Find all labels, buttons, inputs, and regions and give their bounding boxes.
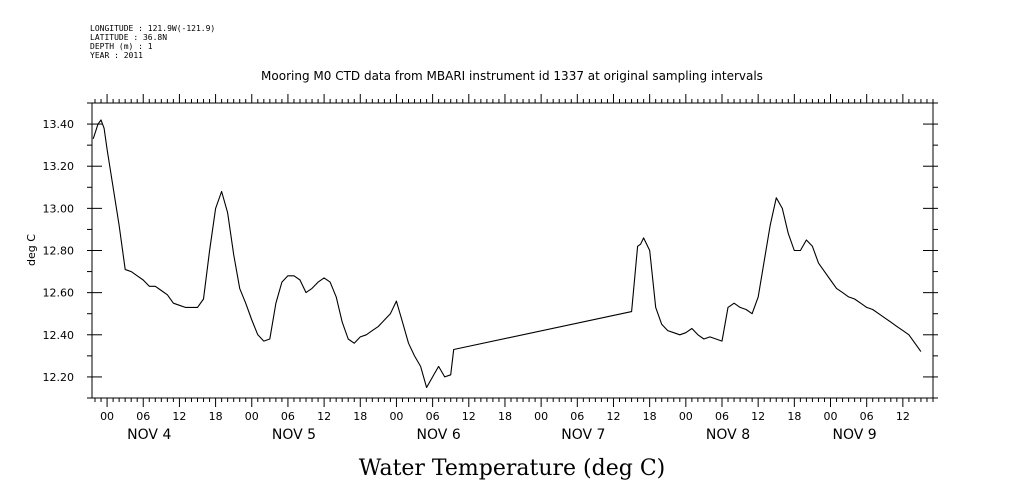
x-tick-label: 00 — [100, 410, 114, 423]
plot-frame — [91, 102, 934, 399]
x-tick-label: 00 — [534, 410, 548, 423]
x-tick-label: 00 — [245, 410, 259, 423]
x-tick-label: 18 — [643, 410, 657, 423]
x-tick-label: 12 — [462, 410, 476, 423]
x-tick-label: 00 — [389, 410, 403, 423]
y-tick-label: 12.20 — [43, 371, 75, 384]
y-tick-label: 12.80 — [43, 245, 75, 258]
x-tick-label: 12 — [606, 410, 620, 423]
metadata-depth: DEPTH (m) : 1 — [90, 42, 153, 51]
y-axis: 12.20 12.40 12.60 12.80 13.00 13.20 13.40 — [43, 102, 938, 399]
x-tick-label: 18 — [209, 410, 223, 423]
y-tick-label: 12.40 — [43, 329, 75, 342]
x-axis-label: Water Temperature (deg C) — [359, 456, 666, 481]
x-axis: 00 06 12 18 00 06 12 18 00 06 12 18 00 06 12 18 00 06 12 18… — [94, 94, 934, 443]
x-tick-label: 00 — [824, 410, 838, 423]
x-tick-label: 12 — [896, 410, 910, 423]
y-tick-label: 13.20 — [43, 160, 75, 173]
x-tick-label: 18 — [498, 410, 512, 423]
y-axis-label: deg C — [25, 234, 38, 266]
series-line — [92, 119, 922, 389]
x-tick-label: 00 — [679, 410, 693, 423]
y-tick-label: 12.60 — [43, 287, 75, 300]
chart-title: Mooring M0 CTD data from MBARI instrumen… — [261, 69, 763, 83]
x-day-label: NOV 9 — [833, 427, 877, 443]
series-layer — [92, 119, 922, 389]
x-tick-label: 18 — [353, 410, 367, 423]
x-tick-label: 06 — [426, 410, 440, 423]
y-tick-label: 13.40 — [43, 118, 75, 131]
x-day-label: NOV 8 — [706, 427, 750, 443]
x-tick-label: 06 — [715, 410, 729, 423]
metadata-year: YEAR : 2011 — [90, 51, 143, 60]
x-tick-label: 06 — [860, 410, 874, 423]
x-tick-label: 06 — [570, 410, 584, 423]
x-day-label: NOV 5 — [272, 427, 316, 443]
x-tick-label: 12 — [751, 410, 765, 423]
y-tick-label: 13.00 — [43, 202, 75, 215]
x-tick-label: 06 — [281, 410, 295, 423]
x-tick-label: 18 — [787, 410, 801, 423]
metadata-longitude: LONGITUDE : 121.9W(-121.9) — [90, 24, 215, 33]
x-day-label: NOV 4 — [127, 427, 171, 443]
x-tick-label: 12 — [317, 410, 331, 423]
x-day-label: NOV 7 — [561, 427, 605, 443]
x-tick-label: 06 — [136, 410, 150, 423]
metadata-latitude: LATITUDE : 36.8N — [90, 33, 167, 42]
metadata-block: LONGITUDE : 121.9W(-121.9) LATITUDE : 36… — [90, 24, 215, 60]
x-tick-label: 12 — [172, 410, 186, 423]
x-day-label: NOV 6 — [417, 427, 461, 443]
